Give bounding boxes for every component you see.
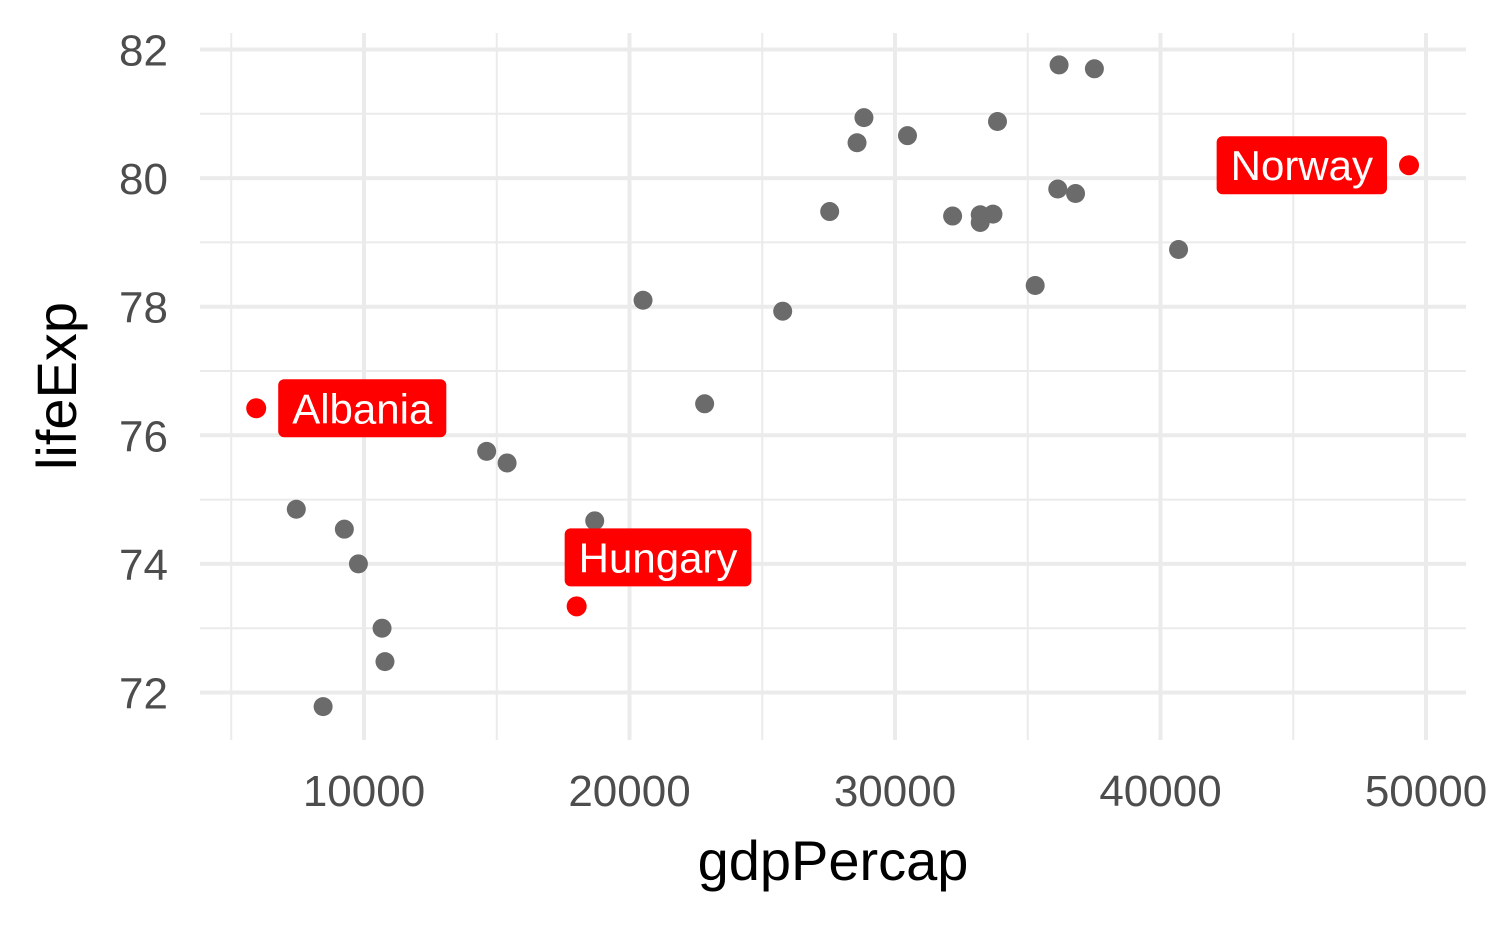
highlighted-point xyxy=(246,398,267,419)
label-box xyxy=(1216,136,1388,195)
data-point xyxy=(897,126,917,146)
data-point xyxy=(334,519,354,539)
data-point xyxy=(477,441,497,461)
minor-gridlines xyxy=(200,33,1466,740)
major-gridlines xyxy=(200,33,1466,740)
point-label: Albania xyxy=(292,385,433,432)
data-point xyxy=(585,511,605,531)
data-point xyxy=(847,133,867,153)
data-point xyxy=(313,697,333,717)
x-tick-label: 30000 xyxy=(834,767,956,816)
label-box xyxy=(564,528,752,587)
data-point xyxy=(348,554,368,574)
y-tick-label: 80 xyxy=(119,155,168,204)
data-point xyxy=(1169,239,1189,259)
data-point xyxy=(1066,184,1086,204)
point-label: Hungary xyxy=(579,534,738,581)
data-point xyxy=(695,394,715,414)
label-box xyxy=(278,379,447,438)
data-point xyxy=(983,204,1003,224)
y-tick-label: 78 xyxy=(119,284,168,333)
x-tick-label: 10000 xyxy=(303,767,425,816)
data-point xyxy=(286,499,306,519)
x-tick-label: 20000 xyxy=(568,767,690,816)
x-axis-title: gdpPercap xyxy=(698,829,969,892)
data-point xyxy=(633,290,653,310)
data-point xyxy=(854,108,874,128)
data-point xyxy=(1049,55,1069,75)
data-point xyxy=(375,652,395,672)
data-point xyxy=(943,206,963,226)
x-tick-label: 50000 xyxy=(1365,767,1487,816)
highlight-hungary: Hungary xyxy=(564,528,752,617)
x-tick-label: 40000 xyxy=(1099,767,1221,816)
data-point xyxy=(1048,179,1068,199)
data-point xyxy=(1084,59,1104,79)
point-label: Norway xyxy=(1231,142,1373,189)
x-axis-tick-labels: 10000 20000 30000 40000 50000 xyxy=(303,767,1487,816)
data-point xyxy=(372,618,392,638)
highlighted-point xyxy=(566,596,587,617)
data-point xyxy=(987,112,1007,132)
y-tick-label: 72 xyxy=(119,670,168,719)
highlighted-point xyxy=(1399,155,1420,176)
data-point xyxy=(1025,275,1045,295)
data-points xyxy=(286,55,1189,717)
data-point xyxy=(773,301,793,321)
highlighted-points: Albania Hungary Norway xyxy=(246,136,1420,617)
data-point xyxy=(820,202,840,222)
y-axis-title: lifeExp xyxy=(25,302,88,470)
highlight-norway: Norway xyxy=(1216,136,1420,195)
y-tick-label: 74 xyxy=(119,541,168,590)
y-axis-tick-labels: 72 74 76 78 80 82 xyxy=(119,27,168,719)
data-point xyxy=(497,453,517,473)
y-tick-label: 82 xyxy=(119,27,168,76)
highlight-albania: Albania xyxy=(246,379,447,438)
y-tick-label: 76 xyxy=(119,412,168,461)
